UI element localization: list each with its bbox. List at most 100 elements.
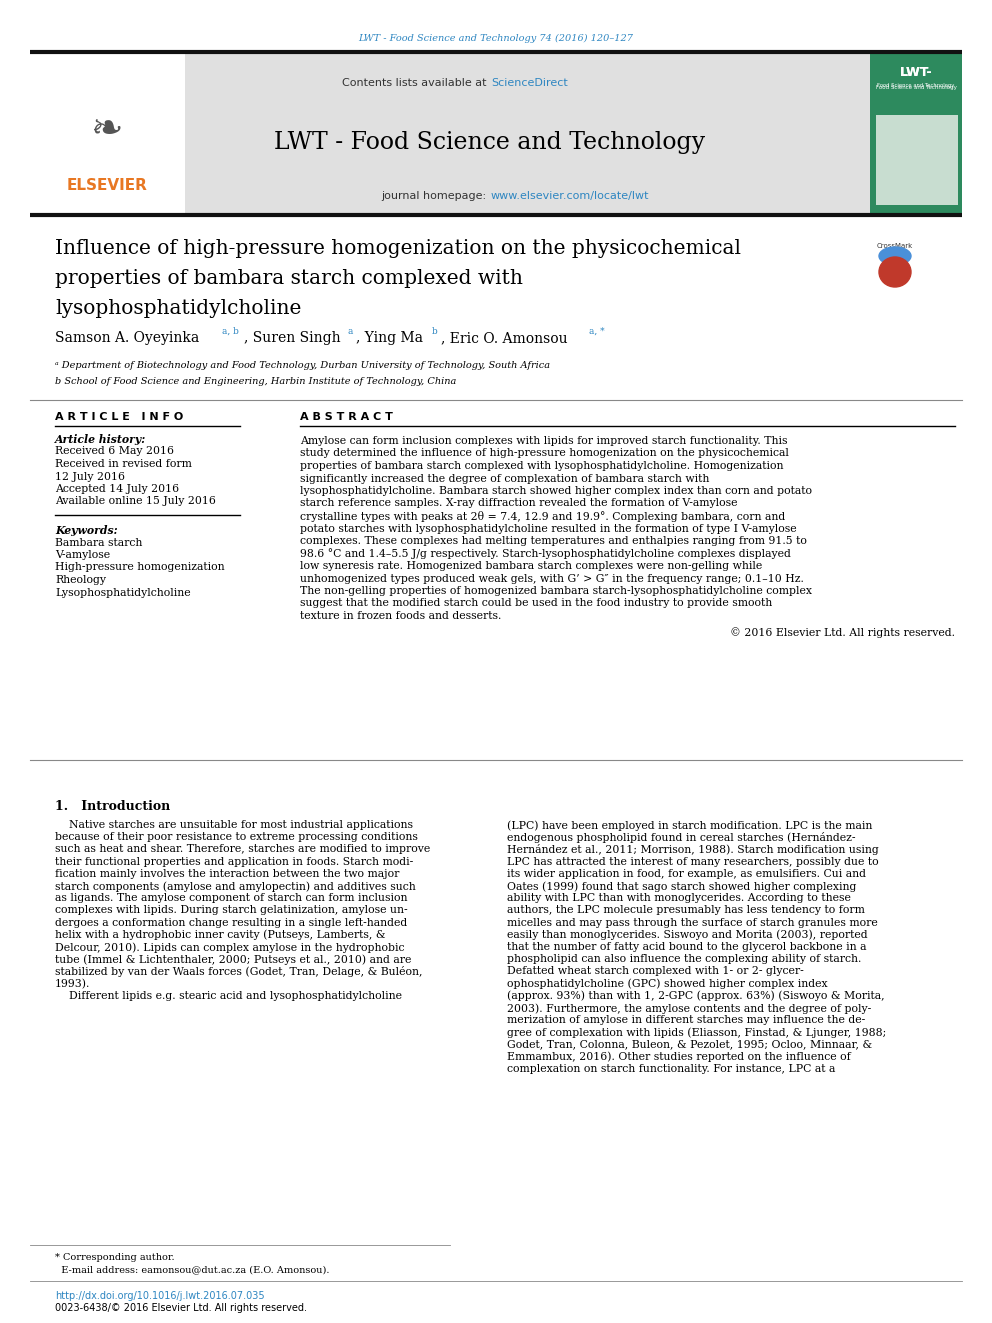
- Text: Oates (1999) found that sago starch showed higher complexing: Oates (1999) found that sago starch show…: [507, 881, 856, 892]
- Text: A R T I C L E   I N F O: A R T I C L E I N F O: [55, 411, 184, 422]
- Text: 1993).: 1993).: [55, 979, 90, 988]
- Text: authors, the LPC molecule presumably has less tendency to form: authors, the LPC molecule presumably has…: [507, 905, 865, 916]
- Text: complexation on starch functionality. For instance, LPC at a: complexation on starch functionality. Fo…: [507, 1064, 835, 1074]
- Text: as ligands. The amylose component of starch can form inclusion: as ligands. The amylose component of sta…: [55, 893, 408, 904]
- Text: endogenous phospholipid found in cereal starches (Hernández-: endogenous phospholipid found in cereal …: [507, 832, 855, 843]
- Text: Godet, Tran, Colonna, Buleon, & Pezolet, 1995; Ocloo, Minnaar, &: Godet, Tran, Colonna, Buleon, & Pezolet,…: [507, 1040, 872, 1049]
- Text: ❧: ❧: [90, 111, 123, 149]
- Text: significantly increased the degree of complexation of bambara starch with: significantly increased the degree of co…: [300, 474, 709, 483]
- Text: micelles and may pass through the surface of starch granules more: micelles and may pass through the surfac…: [507, 918, 878, 927]
- Text: Samson A. Oyeyinka: Samson A. Oyeyinka: [55, 331, 199, 345]
- Text: A B S T R A C T: A B S T R A C T: [300, 411, 393, 422]
- Text: LPC has attracted the interest of many researchers, possibly due to: LPC has attracted the interest of many r…: [507, 856, 879, 867]
- Text: study determined the influence of high-pressure homogenization on the physicoche: study determined the influence of high-p…: [300, 448, 789, 459]
- Text: www.elsevier.com/locate/lwt: www.elsevier.com/locate/lwt: [491, 191, 650, 201]
- Text: dergoes a conformation change resulting in a single left-handed: dergoes a conformation change resulting …: [55, 918, 408, 927]
- Text: Accepted 14 July 2016: Accepted 14 July 2016: [55, 484, 180, 493]
- Text: properties of bambara starch complexed with: properties of bambara starch complexed w…: [55, 269, 523, 287]
- Text: ophosphatidylcholine (GPC) showed higher complex index: ophosphatidylcholine (GPC) showed higher…: [507, 979, 827, 990]
- Text: easily than monoglycerides. Siswoyo and Morita (2003), reported: easily than monoglycerides. Siswoyo and …: [507, 930, 868, 941]
- Text: The non-gelling properties of homogenized bambara starch-lysophosphatidylcholine: The non-gelling properties of homogenize…: [300, 586, 812, 595]
- Text: V-amylose: V-amylose: [55, 550, 110, 560]
- Text: its wider application in food, for example, as emulsifiers. Cui and: its wider application in food, for examp…: [507, 869, 866, 878]
- Text: b School of Food Science and Engineering, Harbin Institute of Technology, China: b School of Food Science and Engineering…: [55, 377, 456, 386]
- Text: Native starches are unsuitable for most industrial applications: Native starches are unsuitable for most …: [55, 820, 413, 830]
- Text: Influence of high-pressure homogenization on the physicochemical: Influence of high-pressure homogenizatio…: [55, 238, 741, 258]
- Text: , Eric O. Amonsou: , Eric O. Amonsou: [441, 331, 567, 345]
- Text: because of their poor resistance to extreme processing conditions: because of their poor resistance to extr…: [55, 832, 418, 843]
- Text: © 2016 Elsevier Ltd. All rights reserved.: © 2016 Elsevier Ltd. All rights reserved…: [730, 627, 955, 638]
- Text: LWT - Food Science and Technology 74 (2016) 120–127: LWT - Food Science and Technology 74 (20…: [358, 33, 634, 42]
- Text: CrossMark: CrossMark: [877, 243, 913, 249]
- Text: Delcour, 2010). Lipids can complex amylose in the hydrophobic: Delcour, 2010). Lipids can complex amylo…: [55, 942, 405, 953]
- Text: * Corresponding author.: * Corresponding author.: [55, 1253, 175, 1262]
- Text: their functional properties and application in foods. Starch modi-: their functional properties and applicat…: [55, 856, 414, 867]
- Text: a, *: a, *: [589, 327, 605, 336]
- Text: unhomogenized types produced weak gels, with G’ > G″ in the frequency range; 0.1: unhomogenized types produced weak gels, …: [300, 573, 804, 583]
- Bar: [30, 52, 185, 216]
- Text: ᵃ Department of Biotechnology and Food Technology, Durban University of Technolo: ᵃ Department of Biotechnology and Food T…: [55, 361, 551, 370]
- Text: Bambara starch: Bambara starch: [55, 537, 143, 548]
- Text: 98.6 °C and 1.4–5.5 J/g respectively. Starch-lysophosphatidylcholine complexes d: 98.6 °C and 1.4–5.5 J/g respectively. St…: [300, 549, 791, 560]
- Text: lysophosphatidylcholine. Bambara starch showed higher complex index than corn an: lysophosphatidylcholine. Bambara starch …: [300, 486, 812, 496]
- Text: Food Science and Technology: Food Science and Technology: [876, 86, 956, 90]
- Text: Lysophosphatidylcholine: Lysophosphatidylcholine: [55, 587, 190, 598]
- Text: Food Science and Technology: Food Science and Technology: [877, 83, 954, 89]
- Text: Article history:: Article history:: [55, 434, 146, 445]
- Text: ScienceDirect: ScienceDirect: [491, 78, 567, 89]
- Text: 2003). Furthermore, the amylose contents and the degree of poly-: 2003). Furthermore, the amylose contents…: [507, 1003, 871, 1013]
- Text: b: b: [432, 327, 437, 336]
- Text: (LPC) have been employed in starch modification. LPC is the main: (LPC) have been employed in starch modif…: [507, 820, 872, 831]
- Text: Contents lists available at: Contents lists available at: [342, 78, 490, 89]
- Text: Keywords:: Keywords:: [55, 525, 118, 536]
- Text: lysophosphatidylcholine: lysophosphatidylcholine: [55, 299, 302, 318]
- Text: phospholipid can also influence the complexing ability of starch.: phospholipid can also influence the comp…: [507, 954, 861, 964]
- Text: helix with a hydrophobic inner cavity (Putseys, Lamberts, &: helix with a hydrophobic inner cavity (P…: [55, 930, 386, 941]
- Text: journal homepage:: journal homepage:: [381, 191, 490, 201]
- Text: Emmambux, 2016). Other studies reported on the influence of: Emmambux, 2016). Other studies reported …: [507, 1052, 851, 1062]
- Text: suggest that the modified starch could be used in the food industry to provide s: suggest that the modified starch could b…: [300, 598, 772, 609]
- Text: texture in frozen foods and desserts.: texture in frozen foods and desserts.: [300, 611, 501, 620]
- Text: gree of complexation with lipids (Eliasson, Finstad, & Ljunger, 1988;: gree of complexation with lipids (Eliass…: [507, 1028, 886, 1039]
- Text: Received in revised form: Received in revised form: [55, 459, 191, 468]
- Text: tube (Immel & Lichtenthaler, 2000; Putseys et al., 2010) and are: tube (Immel & Lichtenthaler, 2000; Putse…: [55, 954, 412, 964]
- Text: stabilized by van der Waals forces (Godet, Tran, Delage, & Buléon,: stabilized by van der Waals forces (Gode…: [55, 966, 423, 978]
- Text: , Ying Ma: , Ying Ma: [356, 331, 423, 345]
- Text: Defatted wheat starch complexed with 1- or 2- glycer-: Defatted wheat starch complexed with 1- …: [507, 966, 804, 976]
- Ellipse shape: [879, 247, 911, 265]
- Bar: [185, 52, 870, 216]
- Text: complexes with lipids. During starch gelatinization, amylose un-: complexes with lipids. During starch gel…: [55, 905, 408, 916]
- Text: starch reference samples. X-ray diffraction revealed the formation of V-amylose: starch reference samples. X-ray diffract…: [300, 499, 737, 508]
- Text: Rheology: Rheology: [55, 576, 106, 585]
- Text: Different lipids e.g. stearic acid and lysophosphatidylcholine: Different lipids e.g. stearic acid and l…: [55, 991, 402, 1000]
- Text: ability with LPC than with monoglycerides. According to these: ability with LPC than with monoglyceride…: [507, 893, 851, 904]
- Text: crystalline types with peaks at 2θ = 7.4, 12.9 and 19.9°. Complexing bambara, co: crystalline types with peaks at 2θ = 7.4…: [300, 511, 786, 523]
- Text: LWT-: LWT-: [900, 66, 932, 79]
- Text: High-pressure homogenization: High-pressure homogenization: [55, 562, 224, 573]
- Text: LWT - Food Science and Technology: LWT - Food Science and Technology: [275, 131, 705, 155]
- Text: low syneresis rate. Homogenized bambara starch complexes were non-gelling while: low syneresis rate. Homogenized bambara …: [300, 561, 762, 572]
- Text: that the number of fatty acid bound to the glycerol backbone in a: that the number of fatty acid bound to t…: [507, 942, 866, 953]
- Text: a: a: [347, 327, 352, 336]
- Text: Hernández et al., 2011; Morrison, 1988). Starch modification using: Hernández et al., 2011; Morrison, 1988).…: [507, 844, 879, 856]
- Text: complexes. These complexes had melting temperatures and enthalpies ranging from : complexes. These complexes had melting t…: [300, 536, 806, 546]
- Text: LWT-: LWT-: [900, 66, 932, 79]
- Text: Available online 15 July 2016: Available online 15 July 2016: [55, 496, 216, 507]
- Text: merization of amylose in different starches may influence the de-: merization of amylose in different starc…: [507, 1015, 865, 1025]
- Bar: [870, 52, 962, 216]
- Text: 12 July 2016: 12 July 2016: [55, 471, 125, 482]
- Text: such as heat and shear. Therefore, starches are modified to improve: such as heat and shear. Therefore, starc…: [55, 844, 431, 855]
- Text: Amylose can form inclusion complexes with lipids for improved starch functionali: Amylose can form inclusion complexes wit…: [300, 437, 788, 446]
- Text: Received 6 May 2016: Received 6 May 2016: [55, 446, 174, 456]
- Text: fication mainly involves the interaction between the two major: fication mainly involves the interaction…: [55, 869, 400, 878]
- Bar: [876, 115, 958, 205]
- Text: ELSEVIER: ELSEVIER: [66, 177, 148, 193]
- Text: a, b: a, b: [222, 327, 239, 336]
- Text: http://dx.doi.org/10.1016/j.lwt.2016.07.035: http://dx.doi.org/10.1016/j.lwt.2016.07.…: [55, 1291, 265, 1301]
- Text: potato starches with lysophosphatidylcholine resulted in the formation of type I: potato starches with lysophosphatidylcho…: [300, 524, 797, 533]
- Text: 1.   Introduction: 1. Introduction: [55, 800, 171, 814]
- Text: (approx. 93%) than with 1, 2-GPC (approx. 63%) (Siswoyo & Morita,: (approx. 93%) than with 1, 2-GPC (approx…: [507, 991, 885, 1002]
- Text: E-mail address: eamonsou@dut.ac.za (E.O. Amonsou).: E-mail address: eamonsou@dut.ac.za (E.O.…: [55, 1265, 329, 1274]
- Text: , Suren Singh: , Suren Singh: [244, 331, 340, 345]
- Ellipse shape: [879, 257, 911, 287]
